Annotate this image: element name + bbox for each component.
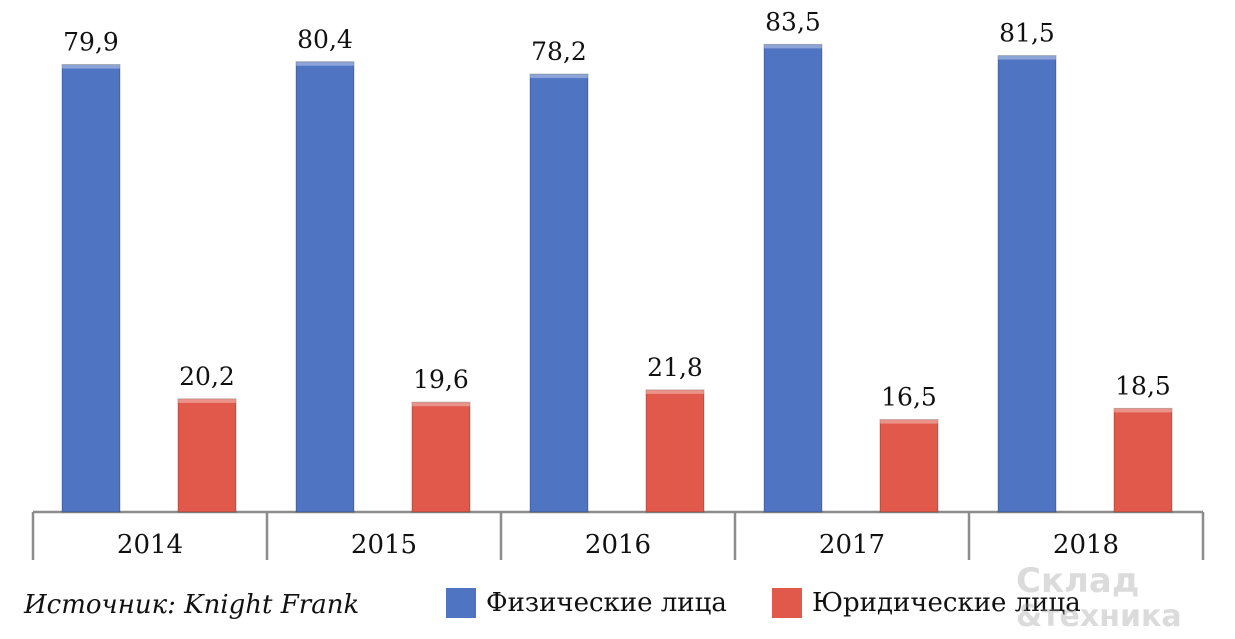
watermark-logo: Склад &техника bbox=[1016, 561, 1182, 632]
bar-chart: 79,9 20,2 2014 80,4 19,6 2015 78,2 21,8 2016 83,5… bbox=[31, 7, 1205, 560]
bar-legal bbox=[645, 389, 705, 513]
svg-text:&техника: &техника bbox=[1016, 599, 1182, 632]
legend-swatch-legal bbox=[772, 588, 802, 618]
data-label: 78,2 bbox=[531, 37, 587, 66]
bar-legal bbox=[411, 401, 471, 513]
bar-highlight bbox=[764, 44, 822, 49]
bar-highlight bbox=[1114, 408, 1172, 413]
bar-highlight bbox=[178, 398, 236, 403]
legend-swatch-physical bbox=[446, 588, 476, 618]
data-label: 16,5 bbox=[881, 383, 937, 412]
data-label: 20,2 bbox=[179, 362, 235, 391]
x-tick-label: 2016 bbox=[585, 530, 651, 560]
bar-legal bbox=[879, 419, 939, 513]
data-label: 80,4 bbox=[297, 25, 353, 54]
x-tick-label: 2018 bbox=[1053, 530, 1119, 560]
source-note: Источник: Knight Frank bbox=[24, 590, 360, 620]
bar-legal bbox=[177, 398, 237, 513]
x-tick-label: 2015 bbox=[351, 530, 417, 560]
data-label: 21,8 bbox=[647, 353, 703, 382]
bar-highlight bbox=[296, 61, 354, 66]
legend-label-physical: Физические лица bbox=[486, 588, 727, 618]
legend-item-legal: Юридические лица bbox=[772, 588, 1081, 618]
bar-physical bbox=[763, 43, 823, 513]
data-label: 19,6 bbox=[413, 365, 469, 394]
bar-highlight bbox=[62, 64, 120, 69]
bar-physical bbox=[997, 55, 1057, 513]
data-label: 81,5 bbox=[999, 19, 1055, 48]
bar-highlight bbox=[998, 55, 1056, 60]
bar-highlight bbox=[530, 74, 588, 79]
bar-highlight bbox=[880, 419, 938, 424]
data-label: 79,9 bbox=[63, 28, 119, 57]
legend-label-legal: Юридические лица bbox=[812, 588, 1081, 618]
bar-physical bbox=[61, 64, 121, 513]
bar-physical bbox=[529, 73, 589, 513]
bar-highlight bbox=[412, 402, 470, 407]
bar-legal bbox=[1113, 407, 1173, 513]
svg-text:Склад: Склад bbox=[1016, 561, 1139, 601]
legend-item-physical: Физические лица bbox=[446, 588, 727, 618]
bar-highlight bbox=[646, 389, 704, 394]
x-tick-label: 2014 bbox=[117, 530, 183, 560]
bar-physical bbox=[295, 61, 355, 513]
data-label: 83,5 bbox=[765, 7, 821, 36]
data-label: 18,5 bbox=[1115, 371, 1171, 400]
x-tick-label: 2017 bbox=[819, 530, 885, 560]
